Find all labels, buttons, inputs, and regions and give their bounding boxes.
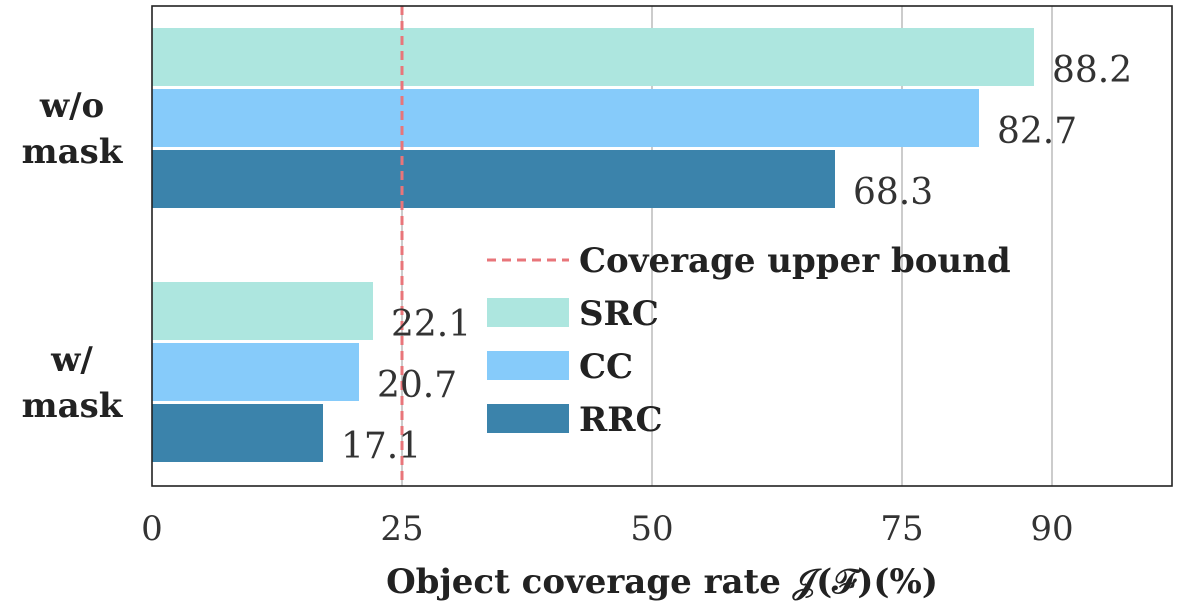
- x-axis-title: Object coverage rate 𝒥(ℱ)(%): [386, 562, 938, 602]
- x-tick-labels: 0 25 50 75 90: [141, 509, 1073, 549]
- legend-swatch-src: [487, 298, 569, 327]
- legend-label-cc: CC: [579, 347, 633, 387]
- legend-swatch-cc: [487, 351, 569, 380]
- y-category-labels: w/o mask w/mask: [22, 86, 124, 426]
- bar-cc-without-mask: [152, 89, 979, 147]
- value-label-rrc-with-mask: 17.1: [341, 426, 421, 467]
- x-tick-label-90: 90: [1030, 509, 1073, 549]
- category-label-without-mask: w/o mask: [22, 86, 124, 172]
- value-label-src-without-mask: 88.2: [1052, 50, 1132, 91]
- x-tick-label-75: 75: [880, 509, 923, 549]
- bars: [152, 28, 1034, 462]
- legend: Coverage upper bound SRC CC RRC: [487, 241, 1011, 440]
- bar-src-with-mask: [152, 282, 373, 340]
- x-tick-label-50: 50: [630, 509, 673, 549]
- value-label-cc-with-mask: 20.7: [377, 365, 457, 406]
- bar-rrc-without-mask: [152, 150, 835, 208]
- category-label-with-mask: w/mask: [22, 340, 124, 426]
- bar-src-without-mask: [152, 28, 1034, 86]
- value-labels: 88.2 82.7 68.3 22.1 20.7 17.1: [341, 50, 1132, 467]
- value-label-src-with-mask: 22.1: [391, 304, 471, 345]
- legend-label-src: SRC: [579, 294, 659, 334]
- legend-label-rrc: RRC: [579, 400, 663, 440]
- legend-swatch-rrc: [487, 404, 569, 433]
- bar-cc-with-mask: [152, 343, 359, 401]
- value-label-rrc-without-mask: 68.3: [853, 172, 933, 213]
- value-label-cc-without-mask: 82.7: [997, 111, 1077, 152]
- plot-frame: [151, 5, 1173, 487]
- bar-rrc-with-mask: [152, 404, 323, 462]
- legend-label-coverage-upper-bound: Coverage upper bound: [579, 241, 1011, 281]
- x-tick-label-25: 25: [380, 509, 423, 549]
- x-tick-label-0: 0: [141, 509, 163, 549]
